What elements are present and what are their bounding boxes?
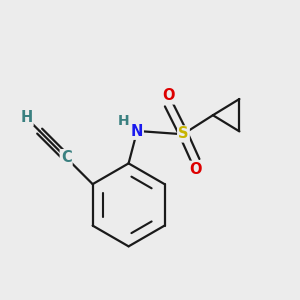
Text: S: S [178,126,189,141]
Text: O: O [163,88,175,104]
Text: N: N [130,124,143,139]
Text: C: C [61,150,71,165]
Text: H: H [20,110,32,125]
Text: H: H [118,114,130,128]
Text: O: O [189,162,202,177]
